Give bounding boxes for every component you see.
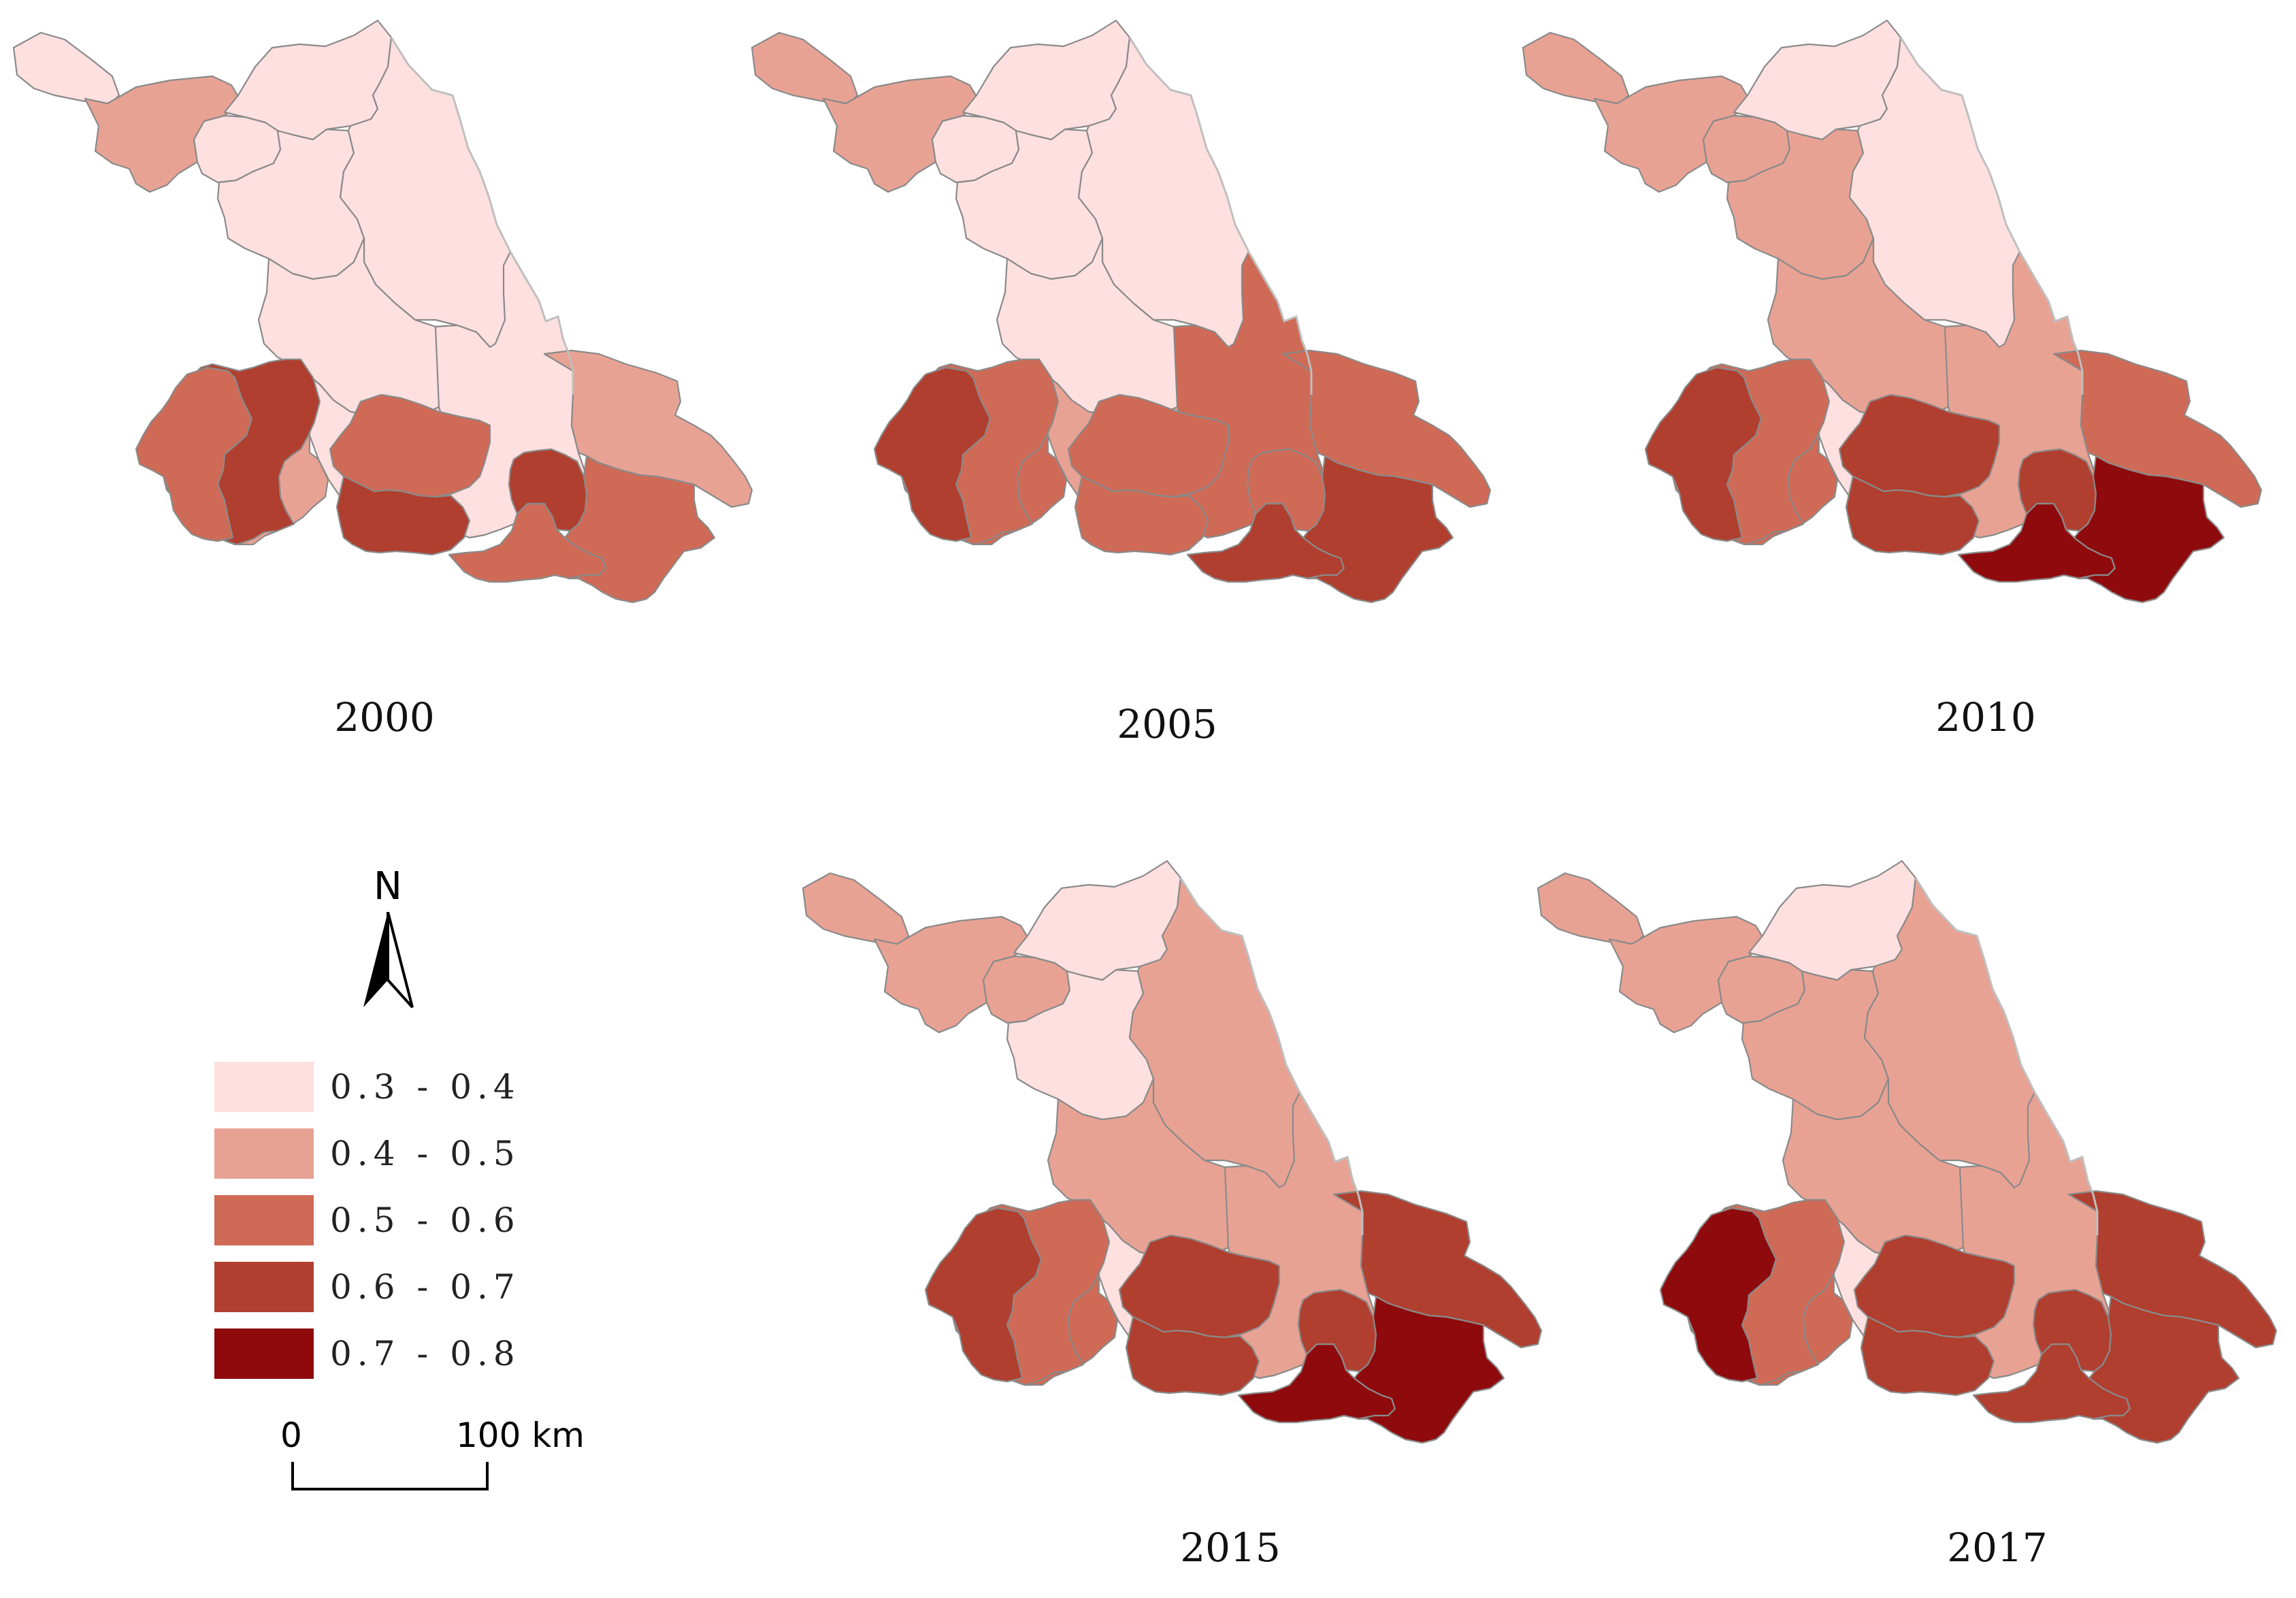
legend-swatch [214, 1262, 314, 1312]
legend-item: 0.3 - 0.4 [214, 1062, 527, 1113]
map-region [873, 366, 991, 542]
map-region [802, 872, 910, 947]
legend-label: 0.7 - 0.8 [330, 1334, 521, 1373]
legend-item: 0.6 - 0.7 [214, 1262, 527, 1314]
scale-bar-line [291, 1462, 489, 1490]
map-region [1860, 1316, 1995, 1397]
map-region [2067, 1190, 2278, 1349]
map-region [1845, 475, 1980, 556]
map-region [751, 31, 859, 107]
legend-label: 0.4 - 0.5 [330, 1134, 521, 1173]
legend-label: 0.3 - 0.4 [330, 1067, 521, 1107]
panel-year-label: 2010 [1935, 694, 2036, 740]
coastline [1179, 877, 1364, 1235]
legend-label: 0.6 - 0.7 [330, 1267, 521, 1307]
legend-swatch [214, 1128, 314, 1179]
map-region [2073, 455, 2225, 604]
legend-swatch [214, 1195, 314, 1245]
map-region [12, 31, 120, 107]
map-region [1659, 1207, 1777, 1383]
map-region [1332, 1190, 1543, 1349]
north-arrow: N [354, 864, 422, 1021]
coastline [1914, 877, 2099, 1235]
map-region [1353, 1295, 1505, 1444]
legend-swatch [214, 1328, 314, 1379]
map-region [335, 475, 471, 556]
map-region [1067, 393, 1230, 498]
legend-item: 0.7 - 0.8 [214, 1328, 527, 1380]
map-panel-2000: 2000 [0, 0, 769, 783]
map-panel-2005: 2005 [738, 0, 1507, 783]
panel-year-label: 2017 [1947, 1524, 2048, 1571]
map-panel-2010: 2010 [1509, 0, 2285, 783]
map-region [2088, 1295, 2240, 1444]
map-region [1302, 455, 1454, 604]
north-letter: N [374, 864, 402, 909]
map-region [1537, 872, 1645, 947]
scale-end-label: 100 km [456, 1416, 585, 1455]
choropleth-map-2015 [802, 860, 1543, 1444]
map-region [1644, 366, 1762, 542]
coastline [1899, 37, 2084, 395]
map-region [2052, 349, 2263, 508]
scale-start-label: 0 [280, 1416, 302, 1455]
coastline [1128, 37, 1313, 395]
map-region [1074, 475, 1209, 556]
map-region [1853, 1234, 2016, 1339]
map-region [1118, 1234, 1281, 1339]
map-panel-2015: 2015 [789, 841, 1558, 1596]
choropleth-map-2010 [1522, 19, 2263, 604]
legend-item: 0.5 - 0.6 [214, 1195, 527, 1247]
coastline [390, 37, 574, 395]
map-region [1838, 393, 2001, 498]
map-region [1281, 349, 1492, 508]
legend-item: 0.4 - 0.5 [214, 1128, 527, 1180]
choropleth-map-2005 [751, 19, 1492, 604]
panel-year-label: 2005 [1117, 701, 1217, 747]
legend-label: 0.5 - 0.6 [330, 1201, 521, 1240]
panel-year-label: 2015 [1180, 1524, 1281, 1571]
map-region [924, 1207, 1043, 1383]
map-region [329, 393, 491, 498]
choropleth-map-2000 [12, 19, 753, 604]
map-region [135, 366, 253, 542]
map-region [543, 349, 753, 508]
map-region [563, 455, 716, 604]
map-region [1522, 31, 1630, 107]
scale-bar: 0 100 km [272, 1416, 585, 1511]
map-region [1125, 1316, 1260, 1397]
north-arrow-icon [363, 912, 414, 1009]
legend-swatch [214, 1062, 314, 1112]
panel-year-label: 2000 [334, 694, 435, 740]
choropleth-map-2017 [1537, 860, 2278, 1444]
map-panel-2017: 2017 [1524, 841, 2296, 1596]
